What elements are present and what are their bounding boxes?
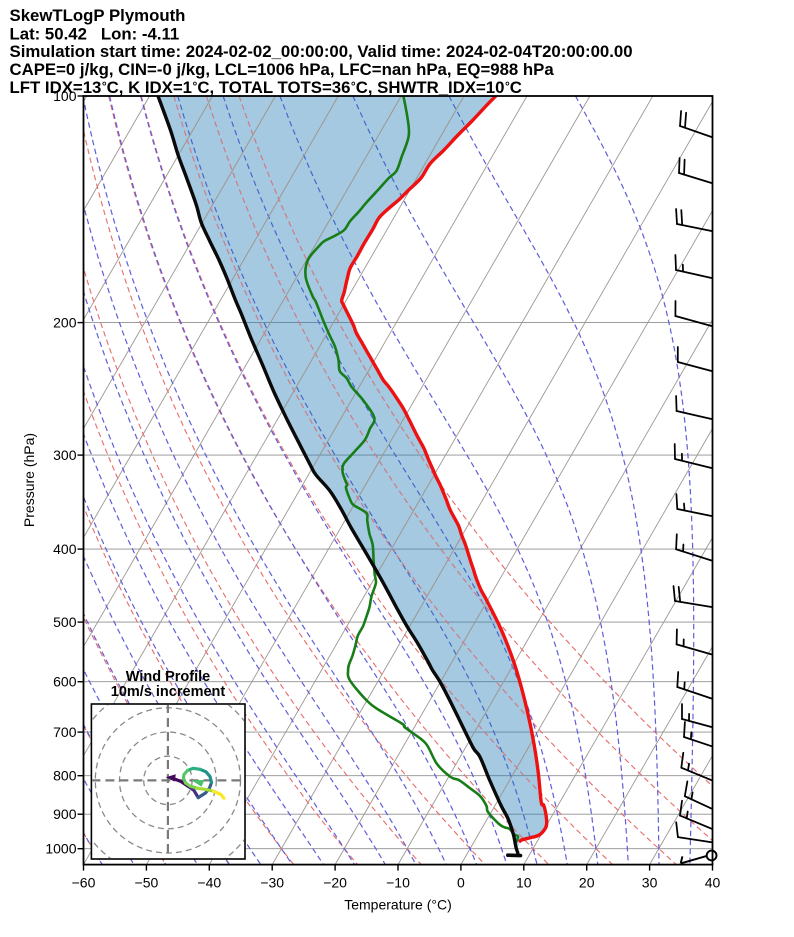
svg-text:30: 30 <box>642 875 658 891</box>
svg-text:−10: −10 <box>386 875 410 891</box>
svg-text:−60: −60 <box>72 875 96 891</box>
svg-text:600: 600 <box>53 674 77 690</box>
svg-text:−30: −30 <box>260 875 284 891</box>
svg-text:500: 500 <box>53 614 77 630</box>
svg-text:−20: −20 <box>323 875 347 891</box>
svg-text:200: 200 <box>53 314 77 330</box>
svg-text:10: 10 <box>516 875 532 891</box>
svg-text:20: 20 <box>579 875 595 891</box>
svg-text:100: 100 <box>53 88 77 104</box>
svg-text:40: 40 <box>705 875 721 891</box>
svg-text:Temperature (°C): Temperature (°C) <box>344 897 452 913</box>
svg-text:400: 400 <box>53 541 77 557</box>
svg-text:Pressure (hPa): Pressure (hPa) <box>21 433 37 527</box>
svg-text:LFT IDX=13°C, K IDX=1°C, TOTAL: LFT IDX=13°C, K IDX=1°C, TOTAL TOTS=36°C… <box>10 78 522 97</box>
svg-text:−50: −50 <box>135 875 159 891</box>
svg-text:900: 900 <box>53 806 77 822</box>
svg-text:700: 700 <box>53 724 77 740</box>
svg-text:Wind Profile: Wind Profile <box>126 669 210 685</box>
svg-text:0: 0 <box>457 875 465 891</box>
svg-text:800: 800 <box>53 768 77 784</box>
svg-text:SkewTLogP Plymouth: SkewTLogP Plymouth <box>10 6 186 25</box>
svg-text:Lat: 50.42 Lon: -4.11: Lat: 50.42 Lon: -4.11 <box>10 24 180 43</box>
svg-text:−40: −40 <box>197 875 221 891</box>
svg-text:1000: 1000 <box>45 841 76 857</box>
svg-text:10m/s increment: 10m/s increment <box>111 684 226 700</box>
svg-text:CAPE=0 j/kg, CIN=-0 j/kg, LCL=: CAPE=0 j/kg, CIN=-0 j/kg, LCL=1006 hPa, … <box>10 60 555 79</box>
svg-text:Simulation start time: 2024-02: Simulation start time: 2024-02-02_00:00:… <box>10 42 633 61</box>
svg-text:300: 300 <box>53 447 77 463</box>
